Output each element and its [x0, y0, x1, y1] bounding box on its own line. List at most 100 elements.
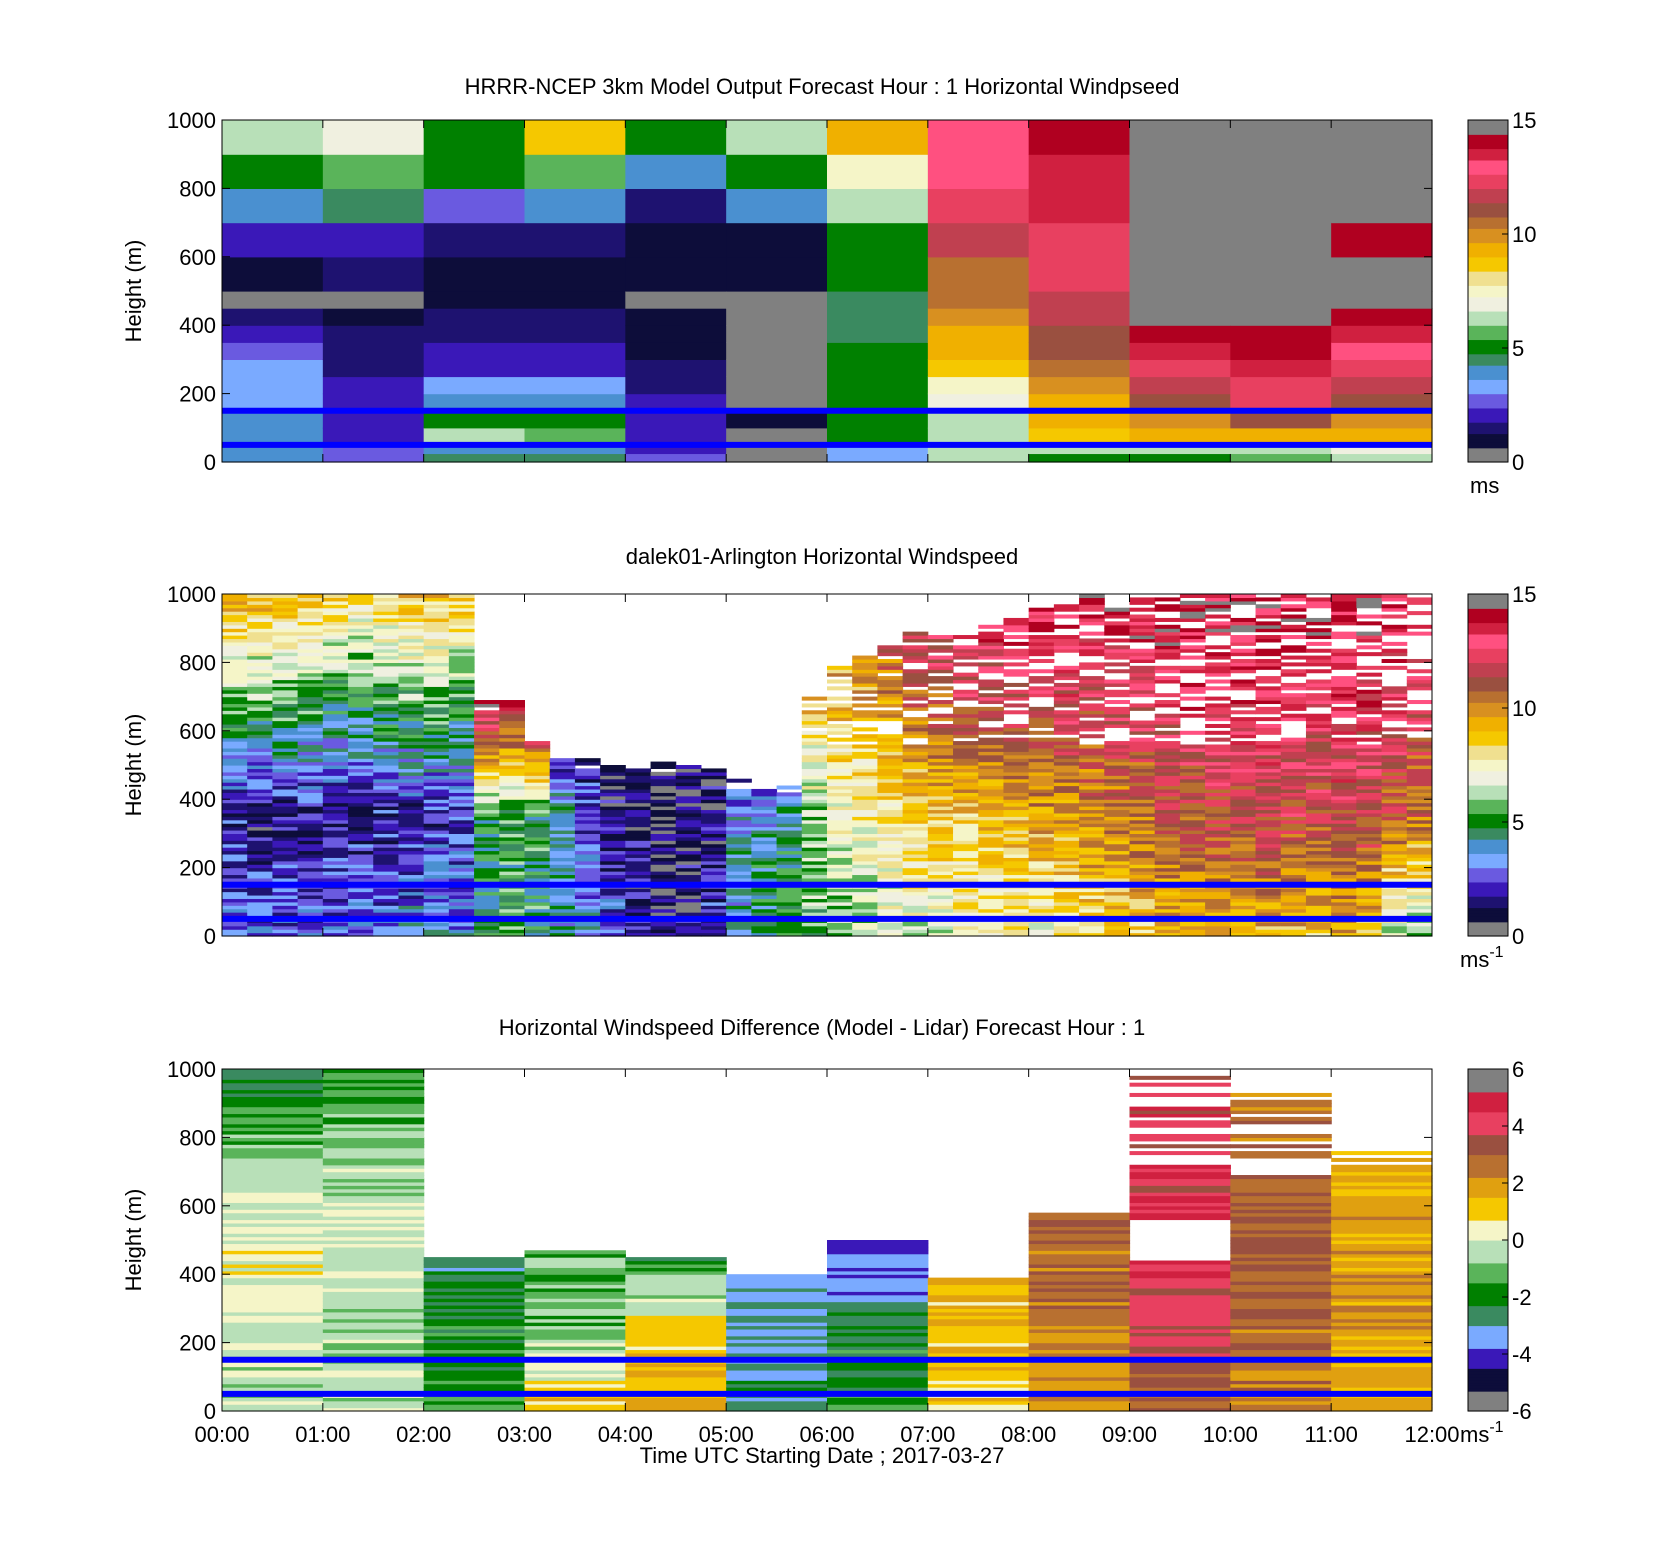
heatmap-cell [877, 751, 904, 756]
heatmap-cell [1406, 840, 1433, 845]
heatmap-cell [524, 1311, 626, 1316]
heatmap-cell [423, 652, 450, 657]
heatmap-cell [1331, 604, 1357, 609]
heatmap-cell [1381, 751, 1408, 756]
heatmap-cell [322, 1140, 425, 1145]
heatmap-cell [902, 843, 929, 848]
heatmap-cell [348, 932, 374, 937]
heatmap-cell [247, 840, 273, 845]
heatmap-cell [650, 843, 677, 848]
heatmap-cell [373, 901, 399, 906]
heatmap-cell [373, 836, 399, 841]
heatmap-cell [398, 905, 425, 910]
heatmap-cell [474, 703, 500, 708]
heatmap-cell [574, 788, 601, 793]
colorbar-segment [1468, 696, 1508, 701]
heatmap-cell [953, 758, 979, 763]
heatmap-cell [877, 850, 904, 855]
heatmap-cell [247, 594, 273, 599]
heatmap-cell [398, 686, 425, 691]
heatmap-cell [549, 891, 576, 896]
heatmap-cell [297, 782, 324, 787]
heatmap-cell [1079, 792, 1105, 797]
heatmap-cell [322, 1335, 425, 1340]
heatmap-cell [1104, 922, 1130, 927]
heatmap-cell [448, 607, 475, 612]
heatmap-cell [927, 154, 1030, 189]
heatmap-cell [1028, 1250, 1131, 1255]
heatmap-cell [827, 717, 853, 722]
heatmap-cell [1406, 867, 1433, 872]
heatmap-cell [902, 655, 929, 660]
heatmap-cell [902, 898, 929, 903]
heatmap-cell [474, 864, 500, 869]
heatmap-cell [1104, 826, 1130, 831]
heatmap-cell [1331, 635, 1357, 640]
heatmap-cell [1230, 665, 1257, 670]
heatmap-cell [625, 778, 652, 783]
colorbar-segment [1468, 873, 1508, 877]
heatmap-cell [1154, 778, 1181, 783]
heatmap-cell [625, 1287, 727, 1292]
heatmap-cell [322, 1383, 425, 1388]
heatmap-cell [297, 693, 324, 698]
heatmap-cell [322, 741, 349, 746]
heatmap-cell [1280, 594, 1307, 599]
heatmap-cell [474, 747, 500, 752]
heatmap-cell [600, 836, 626, 841]
heatmap-cell [423, 925, 450, 930]
heatmap-cell [322, 393, 425, 412]
heatmap-cell [1129, 621, 1156, 626]
heatmap-cell [247, 751, 273, 756]
heatmap-cell [1230, 703, 1257, 708]
heatmap-cell [222, 1106, 324, 1111]
heatmap-cell [322, 594, 349, 599]
colorbar-segment [1468, 853, 1508, 857]
heatmap-cell [398, 723, 425, 728]
heatmap-cell [1129, 819, 1156, 824]
heatmap-cell [398, 734, 425, 739]
heatmap-cell [398, 857, 425, 862]
colorbar-segment [1468, 333, 1508, 338]
heatmap-cell [222, 1099, 324, 1104]
heatmap-cell [322, 905, 349, 910]
heatmap-cell [348, 720, 374, 725]
heatmap-cell [877, 925, 904, 930]
heatmap-cell [247, 730, 273, 735]
heatmap-cell [978, 737, 1004, 742]
heatmap-cell [524, 1308, 626, 1313]
colorbar-segment [1468, 362, 1508, 366]
heatmap-cell [297, 836, 324, 841]
heatmap-cell [272, 754, 299, 759]
heatmap-cell [348, 912, 374, 917]
heatmap-cell [625, 1263, 727, 1268]
heatmap-cell [474, 891, 500, 896]
heatmap-cell [726, 912, 752, 917]
heatmap-cell [1205, 775, 1231, 780]
heatmap-cell [348, 768, 374, 773]
heatmap-cell [1230, 1263, 1332, 1268]
heatmap-cell [1230, 1294, 1332, 1299]
heatmap-cell [322, 427, 425, 446]
heatmap-cell [373, 843, 399, 848]
heatmap-cell [1028, 1298, 1131, 1303]
heatmap-cell [272, 840, 299, 845]
heatmap-cell [322, 1161, 425, 1166]
heatmap-cell [549, 857, 576, 862]
heatmap-cell [1305, 628, 1332, 633]
heatmap-cell [827, 444, 929, 455]
heatmap-cell [222, 1352, 324, 1357]
heatmap-cell [1305, 785, 1332, 790]
heatmap-cell [625, 1383, 727, 1388]
heatmap-cell [348, 792, 374, 797]
heatmap-cell [902, 788, 929, 793]
heatmap-cell [348, 877, 374, 882]
heatmap-cell [1406, 922, 1433, 927]
heatmap-cell [1205, 833, 1231, 838]
heatmap-cell [650, 864, 677, 869]
heatmap-cell [1003, 905, 1030, 910]
heatmap-cell [700, 788, 727, 793]
heatmap-cell [524, 788, 551, 793]
heatmap-cell [1356, 689, 1383, 694]
heatmap-cell [1331, 1376, 1433, 1381]
